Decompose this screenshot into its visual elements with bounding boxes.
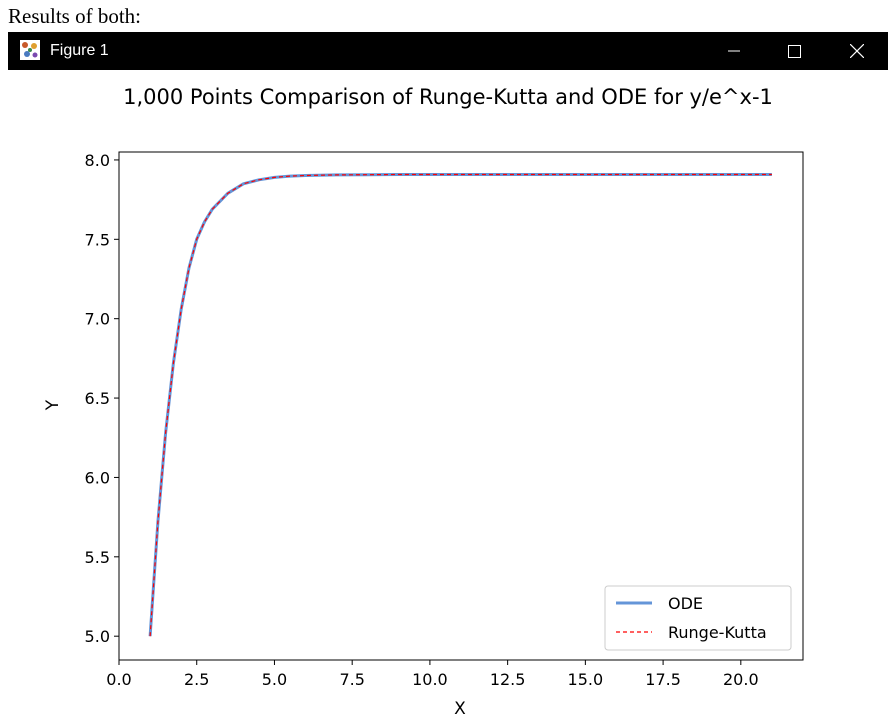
x-tick-label: 12.5 (490, 670, 526, 689)
maximize-icon (787, 44, 801, 58)
x-tick-label: 7.5 (339, 670, 364, 689)
y-tick-label: 5.5 (85, 548, 110, 567)
line-chart: 1,000 Points Comparison of Runge-Kutta a… (43, 85, 804, 719)
x-tick-label: 17.5 (645, 670, 681, 689)
y-tick-label: 7.0 (85, 310, 110, 329)
x-tick-label: 10.0 (412, 670, 448, 689)
plot-lines (148, 173, 772, 637)
y-tick-label: 8.0 (85, 151, 110, 170)
y-axis-label: Y (43, 399, 63, 411)
x-tick-label: 2.5 (184, 670, 209, 689)
y-tick-label: 6.0 (85, 468, 110, 487)
x-tick-label: 20.0 (723, 670, 759, 689)
y-tick-label: 6.5 (85, 389, 110, 408)
maximize-button[interactable] (765, 32, 823, 70)
figure-canvas: 1,000 Points Comparison of Runge-Kutta a… (8, 70, 888, 728)
close-icon (850, 44, 864, 58)
matplotlib-figure-icon (20, 40, 40, 60)
x-tick-label: 0.0 (106, 670, 131, 689)
y-tick-label: 7.5 (85, 230, 110, 249)
close-button[interactable] (828, 32, 886, 70)
minimize-icon (728, 50, 740, 52)
legend-label: ODE (668, 594, 703, 613)
series-line-runge-kutta (149, 173, 772, 637)
legend-label: Runge-Kutta (668, 623, 767, 642)
chart-title: 1,000 Points Comparison of Runge-Kutta a… (123, 85, 773, 109)
window-titlebar: Figure 1 (8, 32, 888, 70)
x-tick-label: 15.0 (568, 670, 604, 689)
series-line-ode (148, 173, 772, 637)
x-axis-label: X (454, 699, 466, 719)
minimize-button[interactable] (705, 32, 763, 70)
y-tick-label: 5.0 (85, 627, 110, 646)
window-title: Figure 1 (50, 42, 109, 59)
plot-frame (118, 151, 804, 661)
x-tick-label: 5.0 (262, 670, 287, 689)
caption-text: Results of both: (8, 4, 142, 28)
axes: 0.0 2.5 5.0 7.5 10.0 12.5 15.0 17.5 20.0 5.0 5.5 6.… (85, 151, 804, 689)
legend: ODE Runge-Kutta (604, 585, 792, 651)
